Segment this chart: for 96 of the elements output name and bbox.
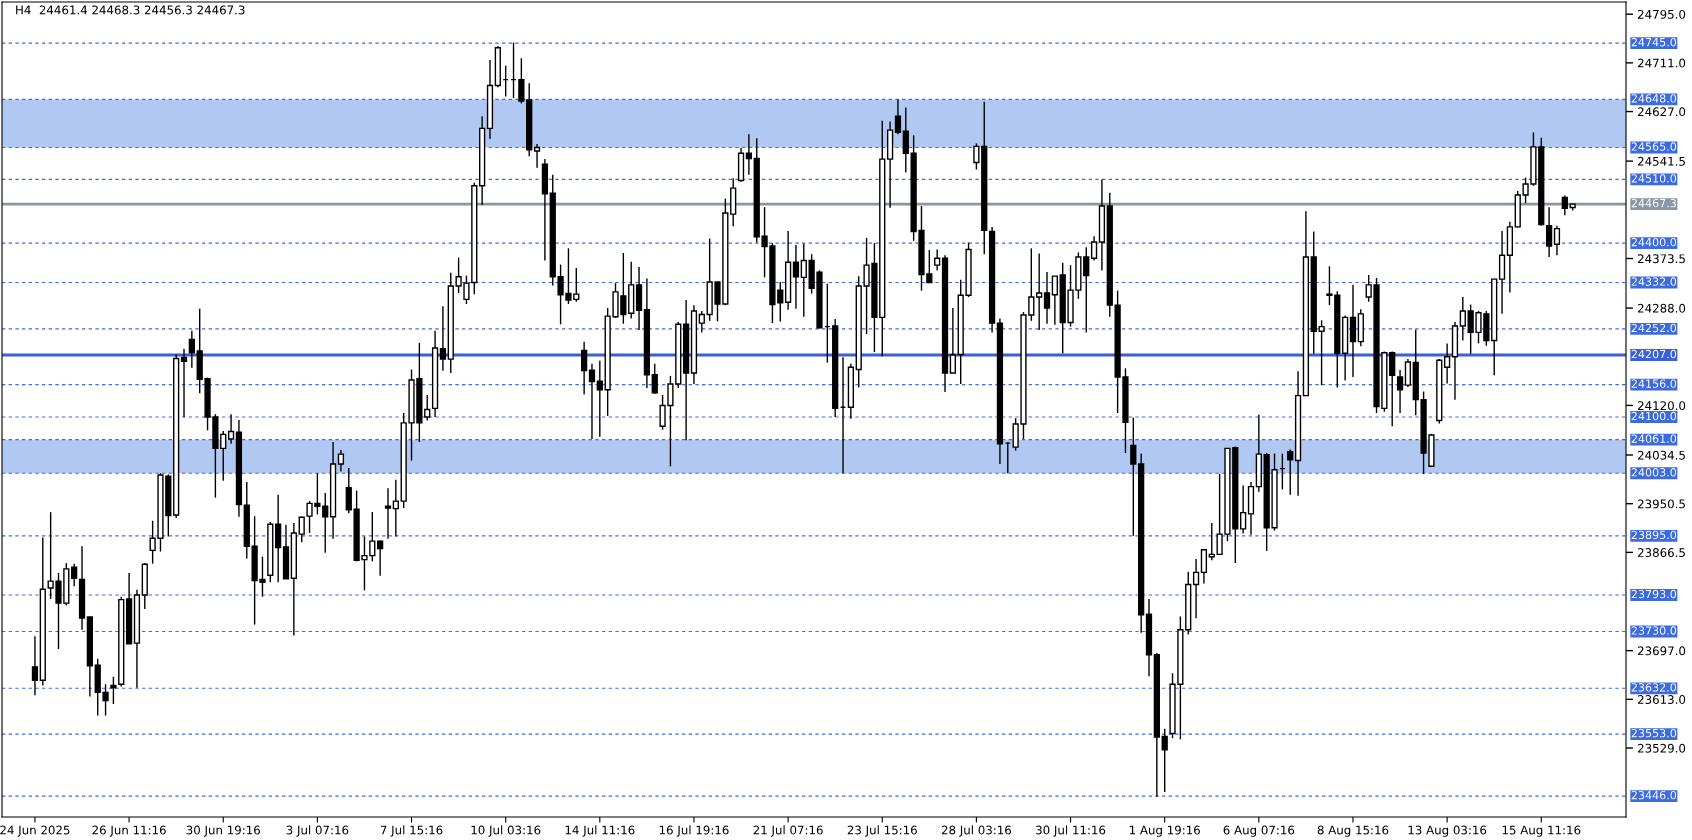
x-tick-label: 16 Jul 19:16 — [659, 825, 729, 837]
x-tick-label: 6 Aug 07:16 — [1223, 825, 1295, 837]
candlestick — [533, 143, 541, 169]
candlestick — [384, 487, 392, 540]
candlestick — [1192, 558, 1200, 619]
candlestick — [1043, 271, 1051, 325]
y-tick-label: 23866.5 — [1637, 548, 1685, 558]
candlestick — [1161, 728, 1168, 793]
candlestick — [1090, 235, 1098, 262]
candlestick — [31, 635, 39, 696]
candlestick — [1130, 416, 1137, 537]
candlestick — [1287, 448, 1294, 496]
candlestick — [698, 310, 705, 334]
ref-line-label: 23446.0 — [1631, 790, 1677, 800]
candlestick — [377, 539, 384, 577]
x-tick-label: 3 Jul 07:16 — [286, 825, 349, 837]
y-tick-label: 24120.0 — [1637, 401, 1686, 411]
ref-line-label: 23632.0 — [1631, 683, 1677, 692]
y-tick-label: 23613.0 — [1637, 695, 1686, 704]
ref-line-label: 24252.0 — [1631, 323, 1677, 333]
candlestick — [439, 305, 447, 372]
x-tick-label: 1 Aug 19:16 — [1129, 825, 1200, 837]
x-tick-label: 30 Jul 11:16 — [1036, 825, 1106, 837]
x-tick-label: 21 Jul 07:16 — [753, 825, 823, 837]
ref-line-label: 24156.0 — [1631, 379, 1677, 388]
ref-line-label: 24400.0 — [1631, 237, 1677, 247]
y-tick-label: 24034.5 — [1637, 450, 1685, 460]
candlestick — [1404, 358, 1412, 388]
y-tick-label: 24541.5 — [1637, 156, 1685, 166]
candlestick — [392, 478, 399, 538]
ref-line-label: 24648.0 — [1631, 94, 1677, 103]
candlestick — [894, 98, 902, 135]
ref-line-label: 24467.3 — [1631, 198, 1676, 208]
candlestick — [1240, 484, 1247, 535]
ref-line-label: 24061.0 — [1631, 434, 1677, 443]
candlestick — [934, 248, 941, 272]
candlestick — [902, 106, 909, 174]
candlestick — [1443, 342, 1451, 385]
candlestick — [1553, 225, 1561, 257]
x-tick-label: 13 Aug 03:16 — [1408, 825, 1487, 837]
candlestick — [1561, 194, 1568, 217]
y-tick-label: 24711.0 — [1637, 58, 1686, 68]
y-tick-label: 24627.0 — [1637, 107, 1686, 117]
candlestick — [1051, 275, 1058, 326]
x-tick-label: 23 Jul 15:16 — [847, 825, 917, 837]
candlestick — [1396, 369, 1404, 414]
candlestick — [1389, 350, 1396, 428]
ref-line-label: 24207.0 — [1631, 349, 1677, 359]
candlestick — [1200, 549, 1208, 585]
y-tick-label: 24288.0 — [1637, 303, 1686, 313]
candlestick — [518, 57, 525, 105]
candlestick — [1545, 206, 1553, 258]
ref-line-label: 24510.0 — [1631, 174, 1677, 183]
ref-line-label: 24565.0 — [1631, 142, 1677, 151]
ref-line-label: 23793.0 — [1631, 589, 1677, 599]
candlestick — [596, 360, 603, 438]
candlestick — [337, 449, 345, 473]
y-tick-label: 23529.0 — [1637, 743, 1686, 753]
ref-line-label: 24332.0 — [1631, 277, 1677, 286]
x-tick-label: 26 Jun 11:16 — [92, 825, 166, 837]
y-tick-label: 23697.0 — [1637, 646, 1686, 656]
candlestick — [275, 494, 282, 583]
candlestick — [800, 243, 807, 318]
y-tick-label: 24795.0 — [1637, 9, 1686, 19]
candlestick — [588, 363, 596, 440]
ref-line-label: 24100.0 — [1631, 411, 1677, 421]
candlestick — [745, 133, 753, 176]
candlestick — [581, 340, 588, 396]
candlestick — [1498, 230, 1506, 315]
candlestick — [1036, 252, 1043, 331]
x-tick-label: 8 Aug 15:16 — [1317, 825, 1389, 837]
candlestick — [188, 329, 195, 369]
chart-title: H4 24461.4 24468.3 24456.3 24467.3 — [16, 5, 245, 15]
ref-line-label: 24745.0 — [1631, 37, 1677, 47]
x-tick-label: 24 Jun 2025 — [0, 825, 70, 837]
candlestick — [110, 676, 117, 705]
candlestick — [180, 347, 188, 418]
candlestick — [792, 244, 800, 310]
x-tick-label: 14 Jul 11:16 — [565, 825, 635, 837]
ref-line-label: 23553.0 — [1631, 728, 1677, 738]
candlestick — [71, 562, 78, 587]
x-tick-label: 15 Aug 11:16 — [1502, 825, 1581, 837]
x-tick-label: 28 Jul 03:16 — [941, 825, 1012, 837]
candlestick — [227, 413, 235, 445]
ref-line-label: 23895.0 — [1631, 530, 1677, 540]
x-tick-label: 30 Jun 19:16 — [186, 825, 260, 837]
ref-line-label: 23730.0 — [1631, 626, 1677, 635]
candlestick — [651, 363, 658, 395]
candlestick — [949, 307, 956, 374]
x-tick-label: 7 Jul 15:16 — [380, 825, 443, 837]
candlestick — [298, 516, 305, 543]
y-tick-label: 23950.5 — [1637, 499, 1685, 509]
ref-line-label: 24003.0 — [1631, 468, 1677, 477]
candlestick — [1459, 296, 1466, 342]
x-tick-label: 10 Jul 03:16 — [471, 825, 541, 837]
y-tick-label: 24373.5 — [1637, 254, 1685, 264]
